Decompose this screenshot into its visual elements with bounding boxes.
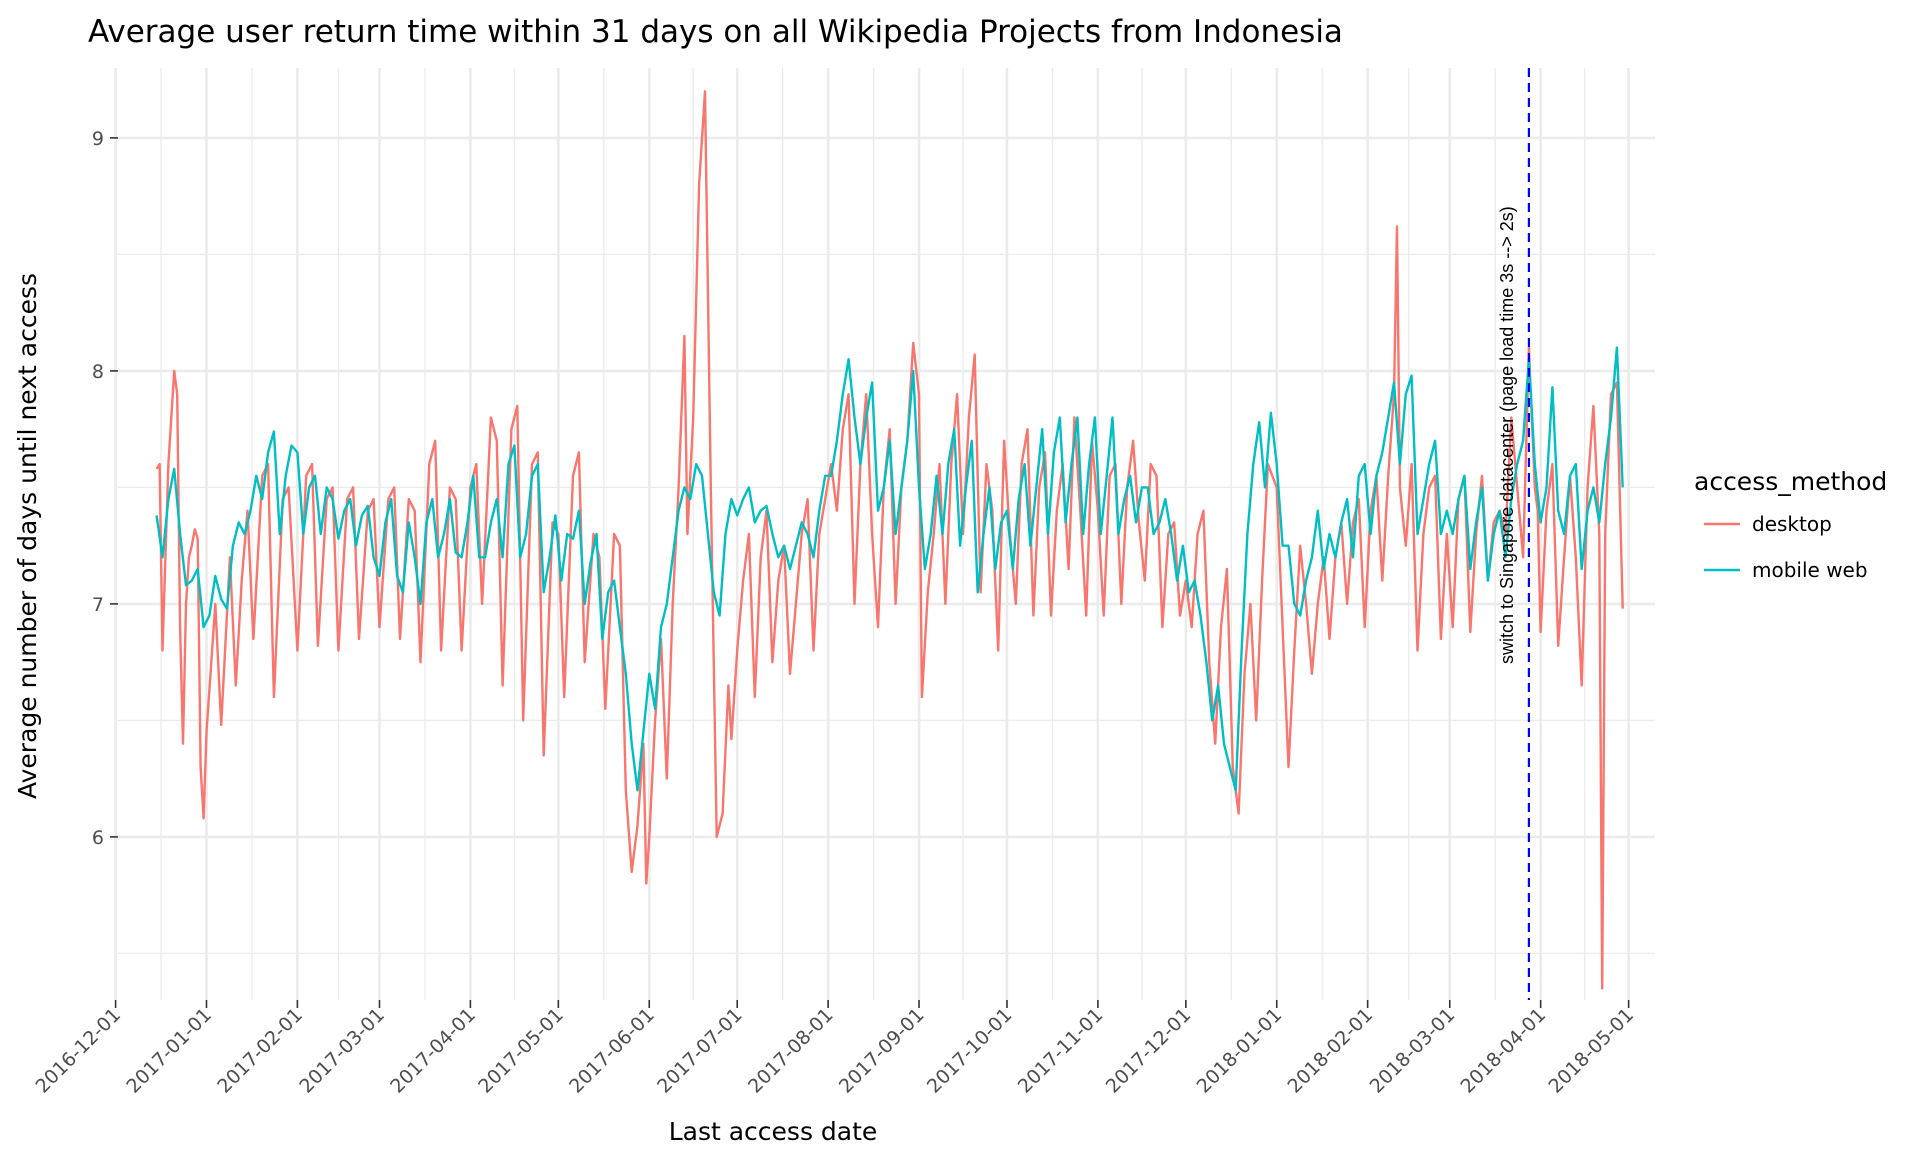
x-axis-title: Last access date: [669, 1117, 878, 1146]
y-axis-title: Average number of days until next access: [13, 273, 42, 799]
legend: access_method desktop mobile web: [1694, 467, 1887, 582]
plot-area: switch to Singapore datacenter (page loa…: [114, 68, 1655, 1000]
legend-item-desktop: desktop: [1704, 512, 1832, 536]
legend-label-mobile-web: mobile web: [1752, 558, 1868, 582]
series-line-desktop: [155, 90, 1624, 990]
series-line-mobile-web: [155, 346, 1624, 792]
datacenter-switch-annotation: switch to Singapore datacenter (page loa…: [1497, 206, 1517, 664]
legend-title: access_method: [1694, 467, 1887, 496]
gridlines-major: [114, 68, 1655, 1000]
chart-title: Average user return time within 31 days …: [88, 14, 1343, 50]
y-tick-label: 8: [92, 361, 104, 383]
legend-label-desktop: desktop: [1752, 512, 1832, 536]
y-tick-label: 7: [92, 594, 104, 616]
gridlines-minor: [118, 68, 1655, 1000]
legend-item-mobile-web: mobile web: [1704, 558, 1868, 582]
series-layer: [155, 90, 1624, 990]
y-axis: 6 7 8 9: [92, 128, 118, 849]
y-tick-label: 9: [92, 128, 104, 150]
annotation-layer: switch to Singapore datacenter (page loa…: [1497, 68, 1531, 1000]
y-tick-label: 6: [92, 827, 104, 849]
